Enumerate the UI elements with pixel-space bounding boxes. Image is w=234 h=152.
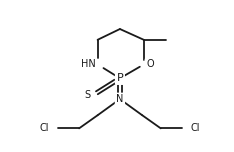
Text: N: N (116, 94, 124, 104)
Text: O: O (146, 59, 154, 69)
Text: HN: HN (80, 59, 95, 69)
Text: P: P (117, 73, 123, 83)
Text: Cl: Cl (40, 123, 49, 133)
Text: Cl: Cl (191, 123, 200, 133)
Text: S: S (84, 90, 91, 100)
